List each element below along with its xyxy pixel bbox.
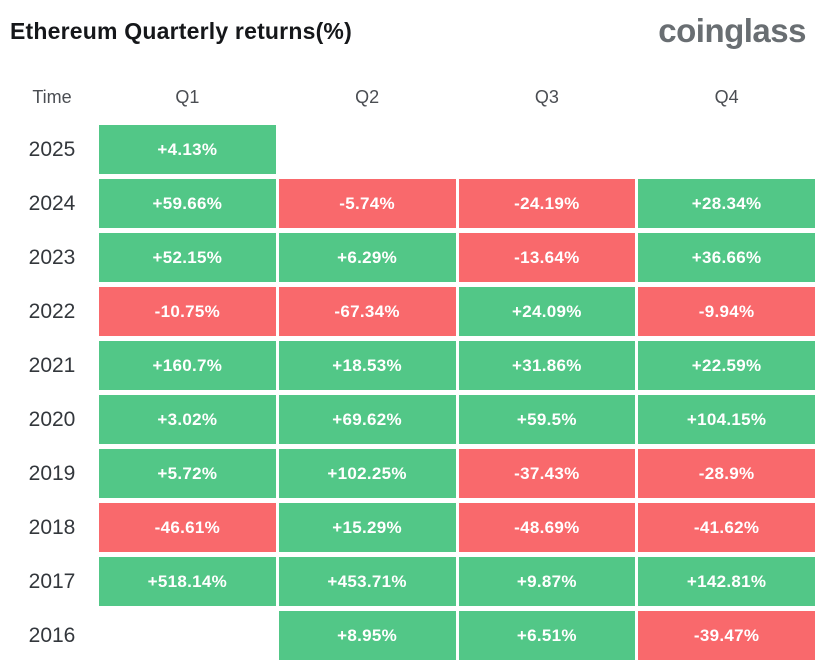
column-header-q1: Q1	[175, 86, 200, 107]
year-label-2019: 2019	[28, 461, 76, 485]
column-header-q4: Q4	[714, 86, 739, 107]
return-cell-2024-q1: +59.66%	[99, 179, 276, 228]
return-cell-2016-q1	[99, 611, 276, 660]
return-cell-2016-q2: +8.95%	[278, 611, 456, 660]
year-label-2023: 2023	[28, 245, 76, 269]
return-cell-2017-q3: +9.87%	[458, 557, 636, 606]
return-cell-2025-q1: +4.13%	[99, 125, 276, 174]
returns-table: 2025 +4.13% 2024 +59.66% -5.74% -24.19% +28.34…	[8, 125, 815, 660]
year-label-2016: 2016	[28, 623, 76, 647]
year-label-2018: 2018	[28, 515, 76, 539]
year-label-2021: 2021	[28, 353, 76, 377]
return-cell-2019-q3: -37.43%	[458, 449, 636, 498]
return-cell-2025-q3	[459, 125, 636, 174]
return-cell-2022-q2: -67.34%	[278, 287, 456, 336]
return-cell-2021-q2: +18.53%	[278, 341, 456, 390]
return-cell-2025-q2	[279, 125, 456, 174]
return-cell-2017-q2: +453.71%	[278, 557, 456, 606]
return-cell-2024-q2: -5.74%	[278, 179, 456, 228]
return-cell-2023-q2: +6.29%	[278, 233, 456, 282]
return-cell-2020-q3: +59.5%	[458, 395, 636, 444]
topbar: Ethereum Quarterly returns(%) coinglass	[0, 0, 816, 72]
return-cell-2018-q1: -46.61%	[99, 503, 276, 552]
return-cell-2018-q3: -48.69%	[458, 503, 636, 552]
return-cell-2018-q4: -41.62%	[638, 503, 815, 552]
year-label-2020: 2020	[28, 407, 76, 431]
year-label-2017: 2017	[28, 569, 76, 593]
return-cell-2021-q3: +31.86%	[458, 341, 636, 390]
column-header-q3: Q3	[534, 86, 559, 107]
return-cell-2017-q4: +142.81%	[638, 557, 815, 606]
return-cell-2023-q3: -13.64%	[458, 233, 636, 282]
return-cell-2019-q2: +102.25%	[278, 449, 456, 498]
return-cell-2024-q3: -24.19%	[458, 179, 636, 228]
return-cell-2025-q4	[638, 125, 815, 174]
return-cell-2020-q1: +3.02%	[99, 395, 276, 444]
return-cell-2020-q4: +104.15%	[638, 395, 815, 444]
page-title: Ethereum Quarterly returns(%)	[10, 18, 352, 44]
return-cell-2020-q2: +69.62%	[278, 395, 456, 444]
coinglass-logo: coinglass	[658, 12, 806, 49]
return-cell-2016-q3: +6.51%	[458, 611, 636, 660]
return-cell-2022-q4: -9.94%	[638, 287, 815, 336]
return-cell-2016-q4: -39.47%	[638, 611, 815, 660]
return-cell-2021-q4: +22.59%	[638, 341, 815, 390]
year-label-2024: 2024	[28, 191, 76, 215]
return-cell-2021-q1: +160.7%	[99, 341, 276, 390]
return-cell-2019-q4: -28.9%	[638, 449, 815, 498]
return-cell-2019-q1: +5.72%	[99, 449, 276, 498]
return-cell-2024-q4: +28.34%	[638, 179, 815, 228]
return-cell-2018-q2: +15.29%	[278, 503, 456, 552]
return-cell-2017-q1: +518.14%	[99, 557, 276, 606]
return-cell-2023-q1: +52.15%	[99, 233, 276, 282]
table-header-row: Time Q1 Q2 Q3 Q4	[8, 86, 815, 108]
column-header-q2: Q2	[355, 86, 380, 107]
year-label-2025: 2025	[28, 137, 76, 161]
column-header-time: Time	[32, 86, 72, 107]
return-cell-2023-q4: +36.66%	[638, 233, 815, 282]
return-cell-2022-q1: -10.75%	[99, 287, 276, 336]
year-label-2022: 2022	[28, 299, 76, 323]
return-cell-2022-q3: +24.09%	[458, 287, 636, 336]
